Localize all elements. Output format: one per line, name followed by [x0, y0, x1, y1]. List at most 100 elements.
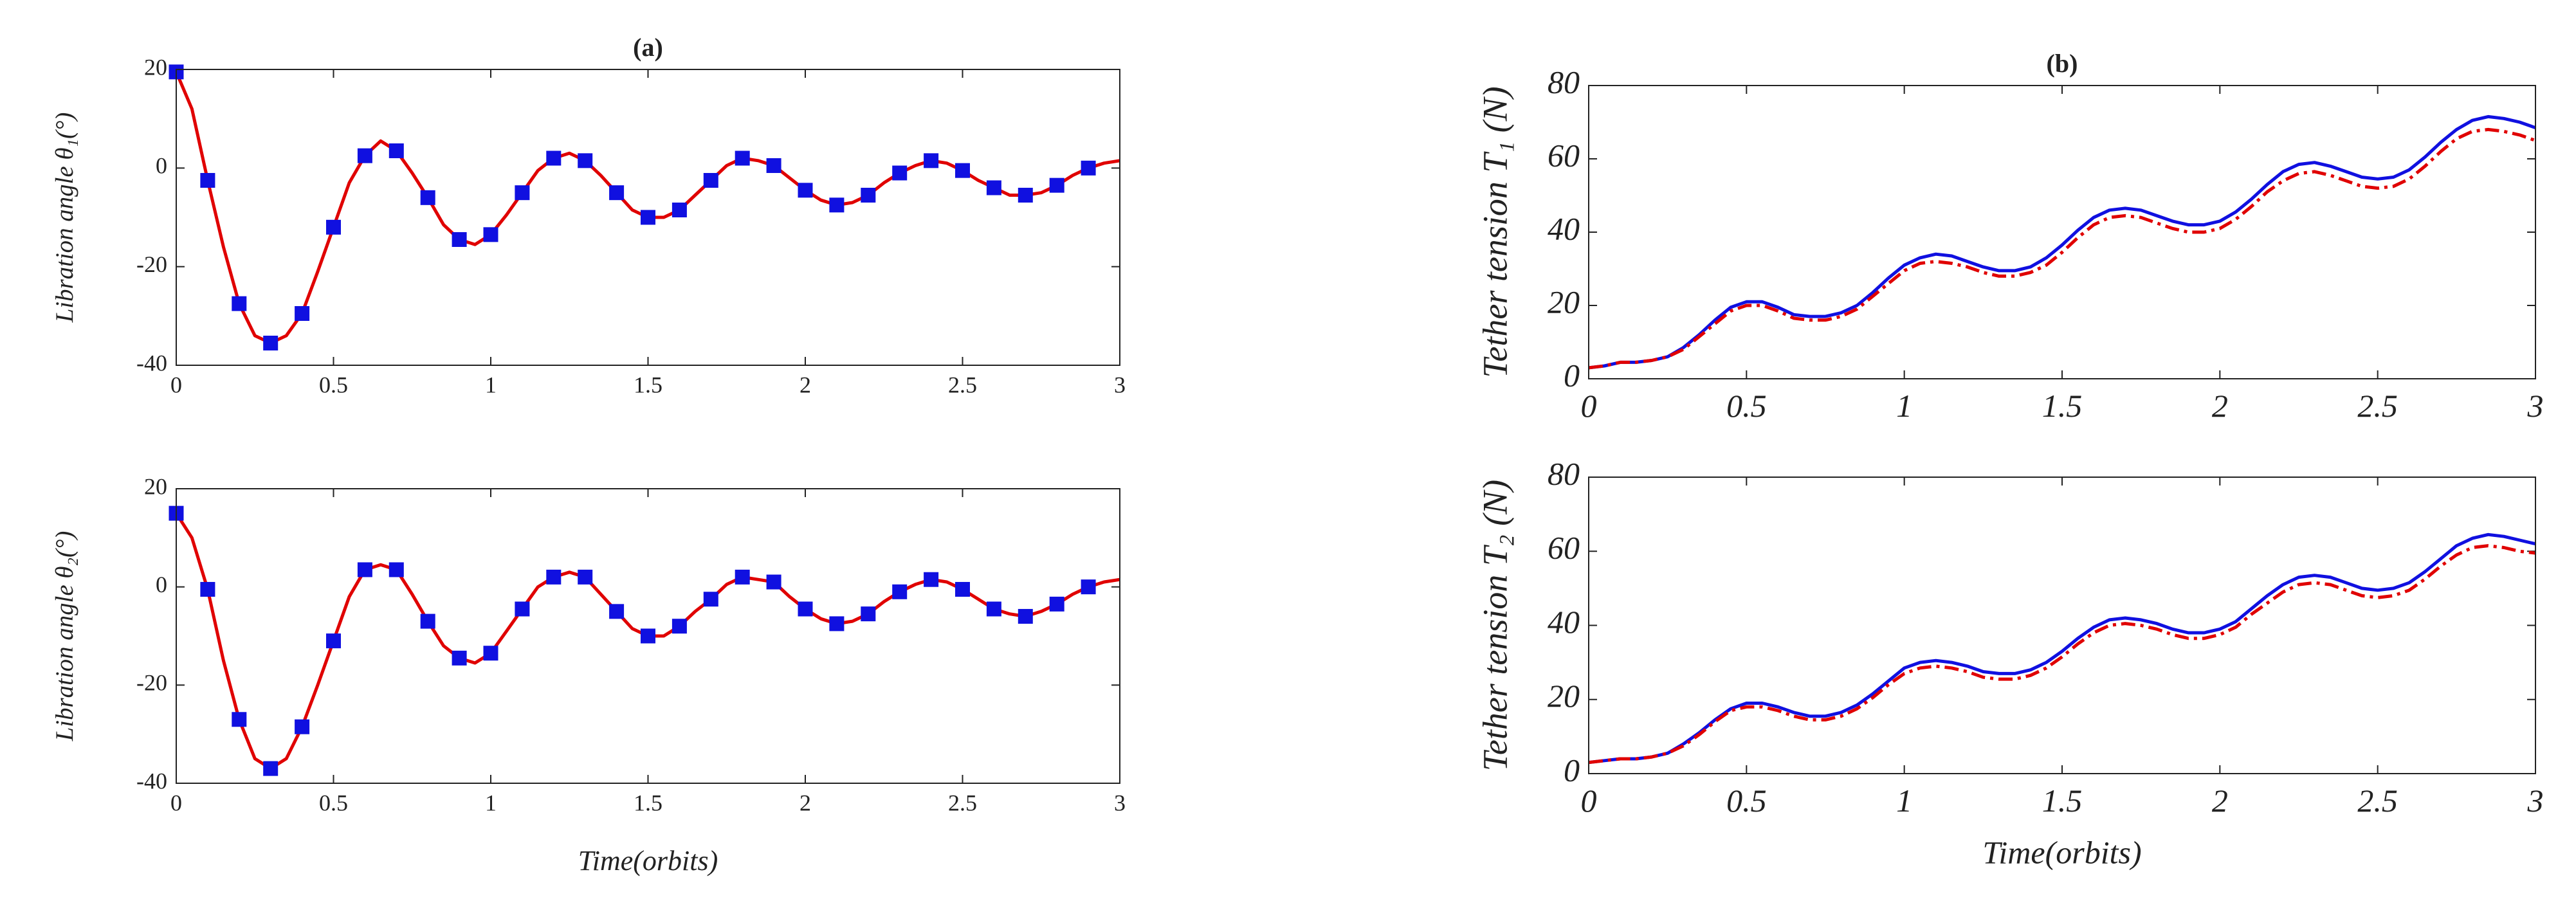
marker [326, 633, 341, 649]
x-tick-label: 0 [1581, 388, 1597, 424]
marker [546, 569, 562, 585]
x-tick-label: 1 [1896, 388, 1912, 424]
marker [829, 616, 845, 631]
y-axis-label: Libration angle θ₂(°) [51, 531, 78, 742]
marker [483, 227, 498, 242]
marker [1018, 188, 1033, 203]
y-tick-label: 0 [1564, 752, 1580, 788]
axes-box [1588, 477, 2536, 774]
marker [641, 628, 655, 644]
x-tick-label: 1 [1896, 783, 1912, 819]
y-tick-label: 40 [1548, 210, 1580, 246]
series-line [1589, 532, 2535, 765]
marker [1081, 160, 1096, 176]
series-line [1589, 127, 2535, 370]
marker [578, 569, 593, 585]
series-line [1589, 114, 2535, 370]
chart-title: (b) [2047, 49, 2078, 78]
marker [420, 190, 435, 205]
marker [861, 606, 876, 622]
marker [986, 180, 1001, 195]
marker [703, 173, 718, 188]
x-tick-label: 1.5 [634, 790, 662, 815]
x-tick-label: 2 [799, 790, 811, 815]
axes-box [176, 69, 1120, 366]
marker [357, 562, 372, 577]
x-axis-label: Time(orbits) [1982, 834, 2141, 870]
marker [357, 148, 372, 163]
x-tick-label: 1.5 [2042, 783, 2083, 819]
marker [1081, 579, 1096, 595]
marker [388, 143, 404, 158]
x-tick-label: 1 [485, 372, 497, 397]
marker [1049, 596, 1064, 612]
marker [1049, 177, 1064, 193]
x-axis-label: Time(orbits) [578, 845, 718, 876]
marker [388, 562, 404, 577]
x-tick-label: 1.5 [634, 372, 662, 397]
y-tick-label: 20 [144, 473, 167, 499]
y-tick-label: -40 [136, 768, 167, 794]
marker [955, 163, 970, 178]
x-tick-label: 0 [170, 372, 182, 397]
y-tick-label: 0 [156, 153, 167, 179]
marker [829, 197, 845, 213]
y-axis-label: Libration angle θ₁(°) [51, 113, 78, 323]
x-tick-label: 2 [2212, 388, 2228, 424]
x-tick-label: 0.5 [319, 790, 348, 815]
y-tick-label: -40 [136, 350, 167, 376]
marker [892, 165, 908, 181]
x-tick-label: 1 [485, 790, 497, 815]
marker [861, 188, 876, 203]
y-tick-label: 20 [1548, 284, 1580, 320]
y-axis-label: Tether tension T₂ (N) [1475, 480, 1514, 771]
marker [671, 203, 687, 217]
x-tick-label: 2 [799, 372, 811, 397]
y-tick-label: -20 [136, 251, 167, 277]
plot-area [1589, 477, 2535, 774]
marker [452, 232, 467, 247]
marker [798, 601, 813, 617]
x-tick-label: 2.5 [2357, 388, 2398, 424]
marker [735, 569, 750, 585]
x-tick-label: 2.5 [948, 372, 977, 397]
marker [986, 601, 1001, 617]
marker [1018, 608, 1033, 624]
marker [609, 604, 625, 619]
marker [735, 150, 750, 166]
x-tick-label: 3 [2527, 388, 2544, 424]
chart-title: (a) [633, 33, 663, 62]
marker [955, 581, 970, 597]
marker [263, 336, 279, 350]
x-tick-label: 0.5 [1726, 388, 1767, 424]
axes-box [176, 488, 1120, 784]
marker [546, 150, 562, 166]
x-tick-label: 1.5 [2042, 388, 2083, 424]
x-tick-label: 0 [1581, 783, 1597, 819]
y-tick-label: 40 [1548, 604, 1580, 640]
axes-box [1588, 85, 2536, 379]
marker [295, 719, 310, 734]
x-tick-label: 2 [2212, 783, 2228, 819]
x-tick-label: 0.5 [1726, 783, 1767, 819]
y-tick-label: 0 [1564, 357, 1580, 393]
marker [766, 574, 781, 590]
x-tick-label: 2.5 [948, 790, 977, 815]
marker [295, 306, 310, 321]
marker [892, 584, 908, 599]
x-tick-label: 3 [1114, 790, 1126, 815]
y-tick-label: 60 [1548, 137, 1580, 173]
marker [420, 613, 435, 629]
marker [798, 183, 813, 198]
x-tick-label: 0.5 [319, 372, 348, 397]
y-tick-label: 60 [1548, 530, 1580, 566]
marker [326, 219, 341, 235]
x-tick-label: 3 [2527, 783, 2544, 819]
plot-area [1589, 86, 2535, 379]
x-tick-label: 2.5 [2357, 783, 2398, 819]
marker [671, 619, 687, 634]
marker [263, 761, 279, 776]
marker [483, 646, 498, 661]
series-line [1589, 544, 2535, 765]
